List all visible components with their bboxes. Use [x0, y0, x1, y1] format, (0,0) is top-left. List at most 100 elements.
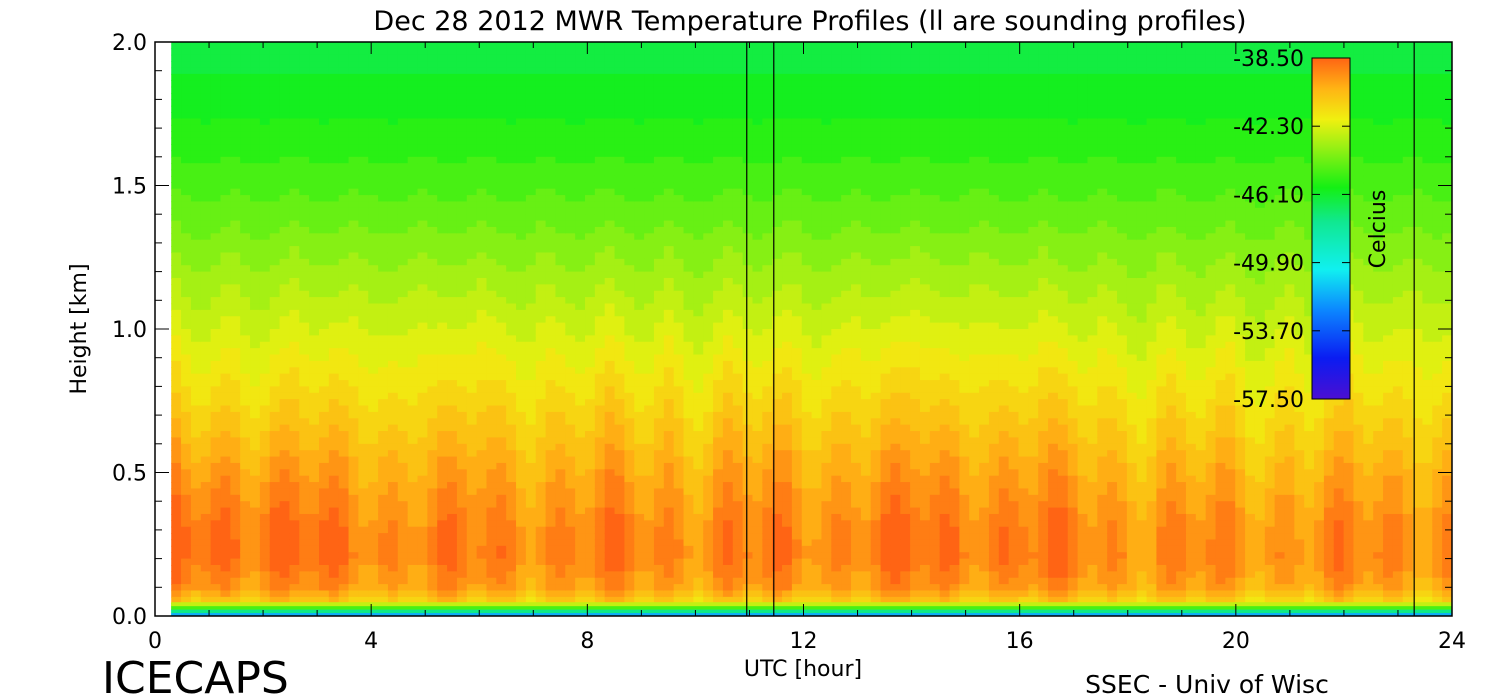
- heat-cell: [210, 61, 222, 69]
- heat-cell: [230, 584, 241, 592]
- heat-cell: [378, 335, 389, 343]
- heat-cell: [387, 571, 399, 579]
- heat-cell: [437, 367, 448, 375]
- heat-cell: [594, 494, 606, 502]
- heat-cell: [338, 80, 350, 88]
- heat-cell: [663, 552, 675, 560]
- heat-cell: [437, 596, 448, 604]
- heat-cell: [614, 265, 626, 273]
- heat-cell: [358, 80, 369, 88]
- heat-cell: [427, 488, 438, 496]
- heat-cell: [614, 418, 626, 426]
- heat-cell: [466, 73, 478, 81]
- heat-cell: [614, 450, 626, 458]
- heat-cell: [269, 163, 281, 171]
- heat-cell: [673, 348, 685, 356]
- heat-cell: [653, 220, 665, 228]
- heat-cell: [417, 418, 429, 426]
- heat-cell: [585, 545, 596, 553]
- heat-cell: [683, 437, 695, 445]
- heat-cell: [545, 577, 557, 585]
- heat-cell: [624, 552, 635, 560]
- heat-cell: [171, 252, 182, 260]
- heat-cell: [486, 271, 498, 279]
- heat-cell: [516, 233, 527, 241]
- heat-cell: [683, 239, 695, 247]
- heat-cell: [565, 571, 576, 579]
- heat-cell: [653, 584, 665, 592]
- heat-cell: [535, 42, 547, 50]
- heat-cell: [644, 558, 655, 566]
- heat-cell: [250, 207, 261, 215]
- heat-cell: [319, 552, 330, 560]
- heat-cell: [397, 322, 409, 330]
- heat-cell: [506, 220, 517, 228]
- heat-cell: [456, 277, 468, 286]
- heat-cell: [348, 303, 360, 311]
- heat-cell: [594, 175, 606, 184]
- heat-cell: [634, 380, 645, 388]
- heat-cell: [220, 67, 232, 75]
- heat-cell: [378, 290, 389, 298]
- heat-cell: [259, 80, 271, 88]
- heat-cell: [299, 482, 310, 490]
- heat-cell: [387, 329, 399, 337]
- heat-cell: [555, 80, 566, 88]
- heat-cell: [269, 239, 281, 247]
- heat-cell: [269, 424, 281, 432]
- heat-cell: [328, 386, 340, 394]
- heat-cell: [190, 220, 202, 228]
- heat-cell: [634, 290, 645, 298]
- heat-cell: [358, 220, 369, 228]
- heat-cell: [368, 214, 379, 222]
- heat-cell: [506, 48, 517, 56]
- heat-cell: [496, 42, 507, 50]
- heat-cell: [358, 226, 369, 235]
- heat-cell: [210, 156, 222, 164]
- heat-cell: [397, 316, 409, 324]
- heat-cell: [171, 105, 182, 113]
- heat-cell: [220, 284, 232, 292]
- heat-cell: [437, 61, 448, 69]
- heat-cell: [673, 175, 685, 184]
- heat-cell: [703, 105, 714, 113]
- heat-cell: [693, 86, 704, 94]
- heat-cell: [378, 246, 389, 254]
- heat-cell: [535, 220, 547, 228]
- heat-cell: [328, 584, 340, 592]
- heat-cell: [190, 322, 202, 330]
- heat-cell: [200, 482, 212, 490]
- heat-cell: [181, 73, 192, 81]
- heat-cell: [525, 73, 537, 81]
- heat-cell: [575, 354, 586, 362]
- heat-cell: [289, 418, 300, 426]
- heat-cell: [289, 380, 300, 388]
- heat-cell: [653, 207, 665, 215]
- heat-cell: [378, 590, 389, 598]
- heat-cell: [190, 309, 202, 317]
- heat-cell: [663, 513, 675, 522]
- heat-cell: [358, 144, 369, 152]
- heat-cell: [269, 124, 281, 132]
- heat-cell: [506, 558, 517, 566]
- heat-cell: [634, 239, 645, 247]
- heat-cell: [516, 584, 527, 592]
- heat-cell: [378, 156, 389, 164]
- heat-cell: [486, 284, 498, 292]
- heat-cell: [545, 137, 557, 145]
- heat-cell: [624, 239, 635, 247]
- heat-cell: [358, 386, 369, 394]
- heat-cell: [545, 201, 557, 209]
- heat-cell: [624, 99, 635, 107]
- heat-cell: [673, 252, 685, 260]
- heat-cell: [348, 124, 360, 132]
- heat-cell: [693, 507, 704, 515]
- heat-cell: [466, 392, 478, 400]
- heat-cell: [338, 54, 350, 62]
- heat-cell: [387, 596, 399, 604]
- heat-cell: [683, 258, 695, 266]
- heat-cell: [319, 80, 330, 88]
- heat-cell: [269, 564, 281, 573]
- heat-cell: [683, 405, 695, 413]
- heat-cell: [220, 596, 232, 604]
